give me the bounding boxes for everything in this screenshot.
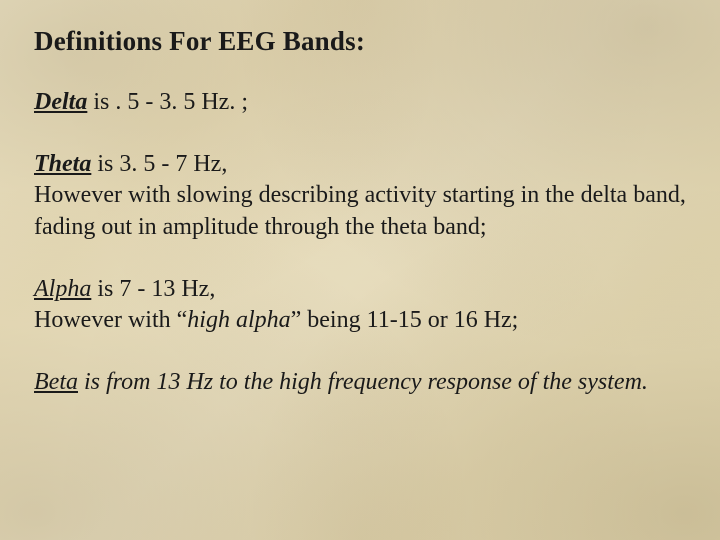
theta-text-1: is 3. 5 - 7 Hz, — [91, 151, 227, 177]
alpha-block: Alpha is 7 - 13 Hz, However with “high a… — [34, 274, 686, 337]
slide-title: Definitions For EEG Bands: — [34, 26, 686, 57]
beta-text: is from 13 Hz to the high frequency resp… — [78, 369, 648, 395]
alpha-text-2a: However with “ — [34, 307, 187, 333]
beta-band-name: Beta — [34, 369, 78, 395]
theta-text-2: However with slowing describing activity… — [34, 182, 686, 240]
alpha-high-alpha: high alpha — [187, 307, 290, 333]
theta-band-name: Theta — [34, 151, 91, 177]
theta-block: Theta is 3. 5 - 7 Hz, However with slowi… — [34, 149, 686, 244]
delta-block: Delta is . 5 - 3. 5 Hz. ; — [34, 87, 686, 119]
slide-body: Definitions For EEG Bands: Delta is . 5 … — [34, 26, 686, 510]
delta-band-name: Delta — [34, 89, 87, 115]
alpha-text-1: is 7 - 13 Hz, — [91, 276, 215, 302]
delta-text: is . 5 - 3. 5 Hz. ; — [87, 89, 248, 115]
beta-block: Beta is from 13 Hz to the high frequency… — [34, 367, 686, 399]
alpha-text-2c: ” being 11-15 or 16 Hz; — [291, 307, 519, 333]
alpha-band-name: Alpha — [34, 276, 91, 302]
